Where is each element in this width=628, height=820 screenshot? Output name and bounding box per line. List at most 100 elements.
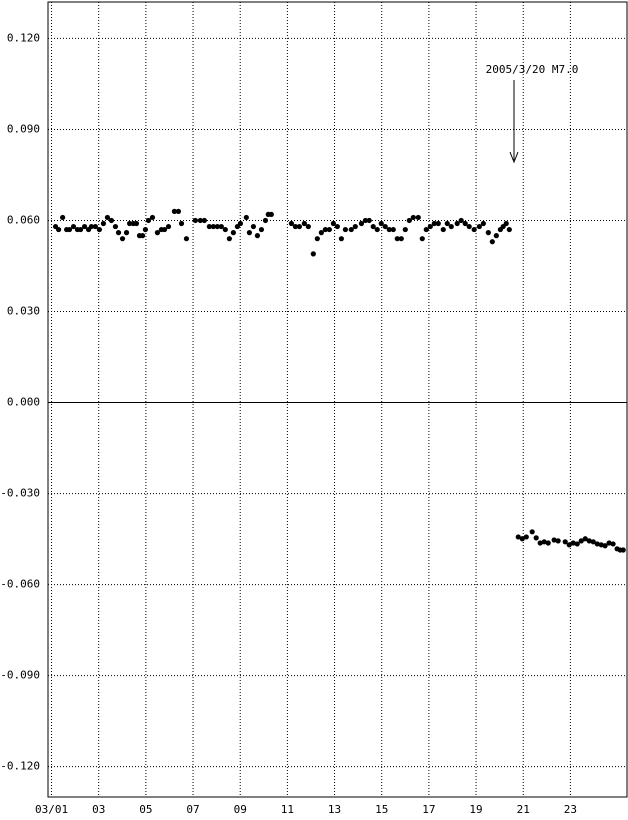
data-point bbox=[104, 214, 111, 221]
y-tick-label: 0.000 bbox=[7, 396, 40, 409]
data-point bbox=[529, 529, 535, 535]
data-point bbox=[545, 540, 551, 546]
data-point bbox=[398, 236, 404, 242]
data-point bbox=[366, 217, 372, 224]
data-point bbox=[127, 220, 133, 227]
plot-frame bbox=[47, 1, 628, 798]
data-point bbox=[123, 230, 130, 236]
data-point bbox=[218, 223, 224, 230]
annotation-arrowhead bbox=[509, 151, 519, 164]
data-point bbox=[77, 226, 84, 233]
data-point bbox=[582, 536, 588, 542]
data-point bbox=[201, 217, 207, 224]
annotation: 2005/3/20 M7.0 bbox=[486, 63, 579, 76]
x-tick-label: 11 bbox=[281, 803, 294, 816]
data-point bbox=[142, 226, 149, 233]
data-point bbox=[250, 223, 257, 230]
data-point bbox=[386, 226, 392, 233]
data-point bbox=[175, 208, 182, 214]
data-point bbox=[112, 223, 119, 230]
data-point bbox=[503, 220, 509, 227]
data-point bbox=[314, 236, 320, 242]
data-point bbox=[458, 217, 464, 224]
data-point bbox=[590, 539, 596, 545]
data-point bbox=[268, 211, 274, 218]
y-tick-label: 0.090 bbox=[7, 122, 40, 135]
data-point bbox=[410, 214, 416, 221]
data-point bbox=[415, 214, 421, 221]
y-tick-label: 0.060 bbox=[7, 213, 40, 226]
data-point bbox=[493, 233, 499, 239]
data-point bbox=[431, 220, 437, 227]
data-point bbox=[133, 220, 140, 227]
y-tick-label: -0.060 bbox=[0, 578, 40, 591]
data-point bbox=[81, 223, 88, 230]
data-point bbox=[310, 251, 316, 257]
data-point bbox=[258, 226, 265, 233]
data-point bbox=[288, 220, 294, 227]
data-point bbox=[165, 223, 172, 230]
x-tick-label: 03/01 bbox=[35, 803, 68, 816]
data-point bbox=[555, 538, 561, 544]
data-point bbox=[574, 541, 580, 547]
data-point bbox=[171, 208, 178, 214]
data-point bbox=[318, 230, 324, 236]
data-point bbox=[326, 226, 332, 233]
data-point bbox=[394, 236, 400, 242]
data-point bbox=[296, 223, 303, 230]
data-point bbox=[578, 538, 584, 544]
data-point bbox=[338, 236, 344, 242]
data-point bbox=[206, 223, 212, 230]
data-point bbox=[606, 540, 612, 546]
data-point bbox=[154, 230, 161, 236]
data-point bbox=[562, 539, 568, 545]
data-point bbox=[342, 226, 349, 233]
data-point bbox=[586, 538, 592, 544]
data-point bbox=[254, 233, 261, 239]
data-point bbox=[70, 223, 77, 230]
data-point bbox=[214, 223, 220, 230]
data-point bbox=[440, 226, 446, 233]
x-tick-label: 19 bbox=[469, 803, 482, 816]
data-point bbox=[515, 534, 521, 540]
data-point bbox=[427, 223, 433, 230]
data-point bbox=[139, 233, 146, 239]
data-point bbox=[230, 230, 236, 236]
y-tick-label: 0.120 bbox=[7, 31, 40, 44]
data-point bbox=[466, 223, 472, 230]
data-point bbox=[476, 223, 482, 230]
data-point bbox=[237, 220, 244, 227]
data-point bbox=[145, 217, 152, 224]
data-point bbox=[378, 220, 384, 227]
data-point bbox=[480, 220, 486, 227]
x-tick-label: 15 bbox=[375, 803, 388, 816]
data-point bbox=[533, 535, 539, 541]
data-point bbox=[454, 220, 460, 227]
data-point bbox=[489, 239, 495, 245]
data-point bbox=[352, 223, 358, 230]
data-point bbox=[334, 223, 340, 230]
x-tick-label: 09 bbox=[234, 803, 247, 816]
data-point bbox=[551, 537, 557, 543]
data-point bbox=[620, 547, 626, 553]
data-point bbox=[149, 214, 156, 221]
data-point bbox=[66, 226, 73, 233]
data-point bbox=[115, 230, 122, 236]
data-point bbox=[92, 223, 99, 230]
data-point bbox=[96, 226, 103, 233]
y-tick-label: -0.120 bbox=[0, 760, 40, 773]
data-point bbox=[602, 543, 608, 549]
data-point bbox=[566, 542, 572, 548]
data-point bbox=[330, 220, 336, 227]
data-point bbox=[610, 541, 616, 547]
data-point bbox=[210, 223, 216, 230]
x-tick-label: 21 bbox=[517, 803, 530, 816]
data-point bbox=[262, 217, 269, 224]
data-point bbox=[444, 220, 450, 227]
x-tick-label: 17 bbox=[422, 803, 435, 816]
data-point bbox=[322, 226, 328, 233]
data-point bbox=[448, 223, 454, 230]
data-point bbox=[292, 223, 299, 230]
data-point bbox=[178, 220, 185, 227]
data-point bbox=[523, 534, 529, 540]
